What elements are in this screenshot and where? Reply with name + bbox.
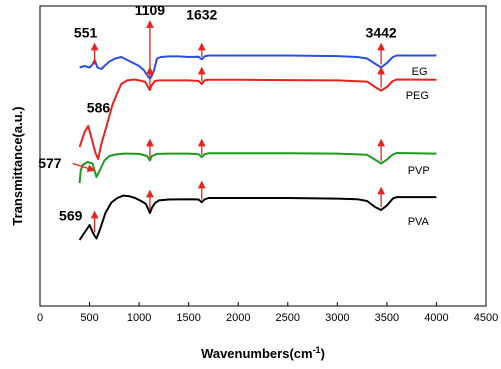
- peak-label: 1109: [135, 2, 166, 18]
- x-tick-label: 500: [80, 312, 98, 324]
- series-line-pva: [78, 194, 437, 241]
- x-tick-label: 2500: [276, 312, 300, 324]
- series-lines: [78, 54, 437, 241]
- peak-label: 577: [38, 155, 62, 171]
- x-tick-label: 3500: [375, 312, 399, 324]
- x-tick-label: 1500: [176, 312, 200, 324]
- x-axis-title: Wavenumbers(cm-1): [201, 345, 325, 361]
- x-tick-label: 1000: [127, 312, 151, 324]
- peak-label: 551: [74, 25, 98, 41]
- peak-arrows: [72, 20, 386, 233]
- series-labels: EG PEG PVP PVA: [406, 66, 430, 228]
- annotation-arrow: [72, 162, 96, 173]
- y-axis-title: Transmittance(a.u.): [10, 106, 25, 225]
- series-line-eg: [79, 54, 437, 80]
- x-tick-label: 0: [37, 312, 43, 324]
- peak-label: 3442: [366, 25, 397, 41]
- series-label-peg: PEG: [406, 90, 429, 102]
- x-tick-label: 3000: [325, 312, 349, 324]
- peak-label: 586: [87, 100, 111, 116]
- peak-label: 1632: [186, 7, 217, 23]
- x-axis-ticks: 0 500 1000 1500 2000 2500 3000 3500 4000 4500: [37, 302, 498, 324]
- series-label-pvp: PVP: [408, 165, 430, 177]
- series-label-pva: PVA: [408, 216, 430, 228]
- peak-label: 569: [59, 208, 83, 224]
- peak-annotations: 551 1109 1632 3442 586 577 569: [38, 2, 397, 224]
- x-tick-label: 2000: [226, 312, 250, 324]
- x-tick-label: 4000: [424, 312, 448, 324]
- series-line-peg: [78, 78, 437, 160]
- series-line-pvp: [78, 152, 437, 184]
- series-label-eg: EG: [412, 66, 428, 78]
- x-tick-label: 4500: [474, 312, 498, 324]
- plot-frame: [39, 5, 487, 307]
